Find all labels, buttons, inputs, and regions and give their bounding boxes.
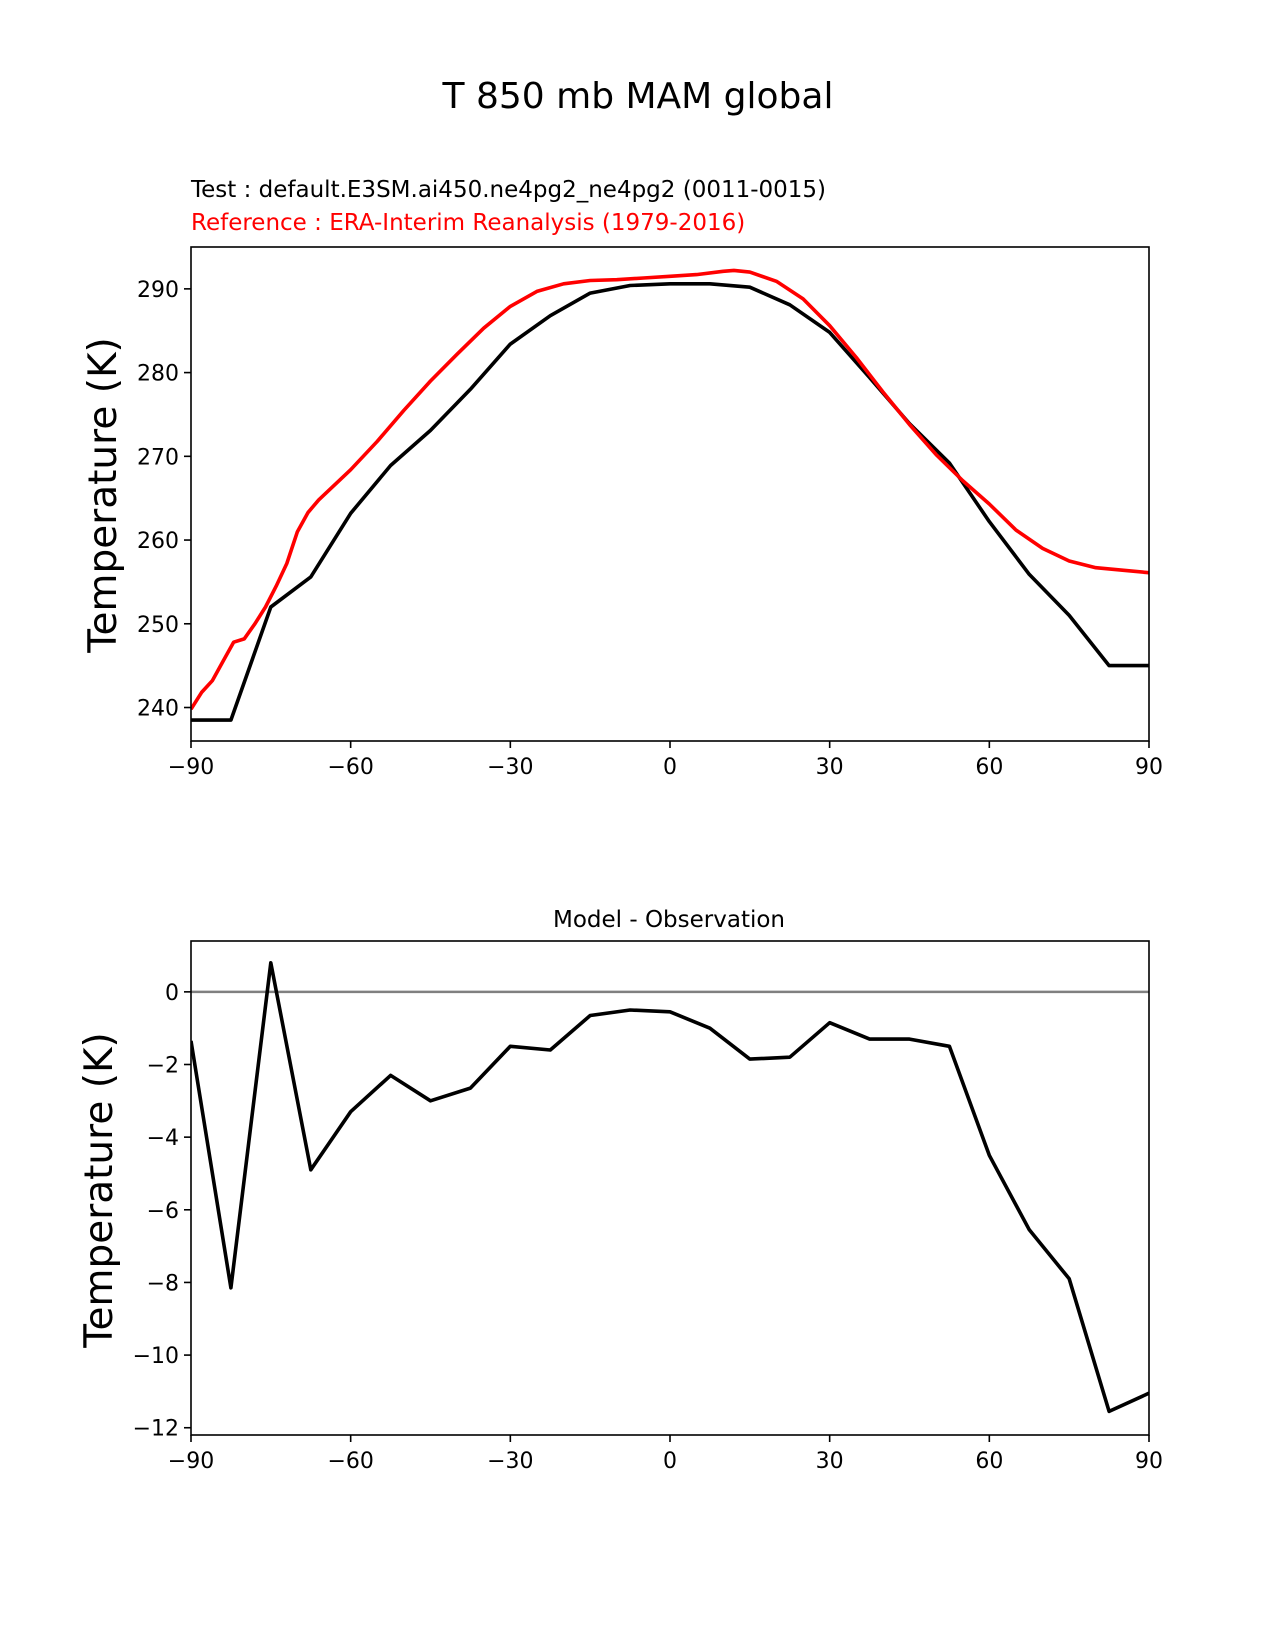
top-y-tick-label: 280	[137, 362, 179, 387]
bottom-panel-plot-area: −90 −60 −30 0 30 60 90 0 −2 −4 −6 −8 −10 −12	[133, 940, 1163, 1474]
bottom-y-tick-label: −10	[133, 1344, 179, 1369]
bottom-x-tick-label: −30	[487, 1449, 533, 1474]
bottom-panel-title: Model - Observation	[553, 907, 785, 933]
top-x-tick-label: 90	[1135, 755, 1163, 780]
bottom-y-tick-label: −8	[147, 1271, 179, 1296]
top-x-tick-label: 60	[975, 755, 1003, 780]
reference-label: Reference : ERA-Interim Reanalysis (1979…	[191, 210, 745, 236]
top-panel-plot-area: −90 −60 −30 0 30 60 90 240 250 260 270 280 290	[137, 246, 1163, 780]
top-series-reference-line	[191, 268, 1149, 711]
bottom-panel: Model - Observation −90 −60 −30 0 30 60 900−2−…	[77, 907, 1163, 1474]
top-x-tick-label: −30	[487, 755, 533, 780]
top-series-test-line	[191, 281, 1149, 722]
top-y-tick-label: 270	[137, 445, 179, 470]
bottom-x-tick-label: 90	[1135, 1449, 1163, 1474]
top-panel: −90 −60 −30 0 30 60 90 240 250 260 270 280 290 Tempe…	[81, 246, 1163, 780]
bottom-y-tick-label: −4	[147, 1126, 179, 1151]
top-x-tick-label: −60	[327, 755, 373, 780]
top-panel-y-axis-label: Temperature (K)	[81, 337, 126, 653]
bottom-x-tick-label: 0	[663, 1449, 677, 1474]
bottom-x-tick-label: −90	[168, 1449, 214, 1474]
bottom-series-model-observation-line	[191, 960, 1149, 1414]
top-y-tick-label: 250	[137, 613, 179, 638]
bottom-x-tick-label: −60	[327, 1449, 373, 1474]
test-label: Test : default.E3SM.ai450.ne4pg2_ne4pg2 …	[190, 177, 826, 203]
bottom-x-tick-label: 60	[975, 1449, 1003, 1474]
top-x-tick-label: −90	[168, 755, 214, 780]
top-x-tick-label: 0	[663, 755, 677, 780]
top-y-tick-label: 240	[137, 697, 179, 722]
bottom-y-tick-label: −6	[147, 1199, 179, 1224]
top-y-tick-label: 290	[137, 278, 179, 303]
bottom-y-tick-label: 0	[165, 981, 179, 1006]
bottom-x-tick-label: 30	[816, 1449, 844, 1474]
bottom-y-tick-label: −12	[133, 1417, 179, 1442]
bottom-y-tick-label: −2	[147, 1054, 179, 1079]
top-x-tick-label: 30	[816, 755, 844, 780]
figure-title: T 850 mb MAM global	[442, 76, 834, 117]
bottom-panel-y-axis-label: Temperature (K)	[77, 1032, 122, 1348]
top-y-tick-label: 260	[137, 529, 179, 554]
